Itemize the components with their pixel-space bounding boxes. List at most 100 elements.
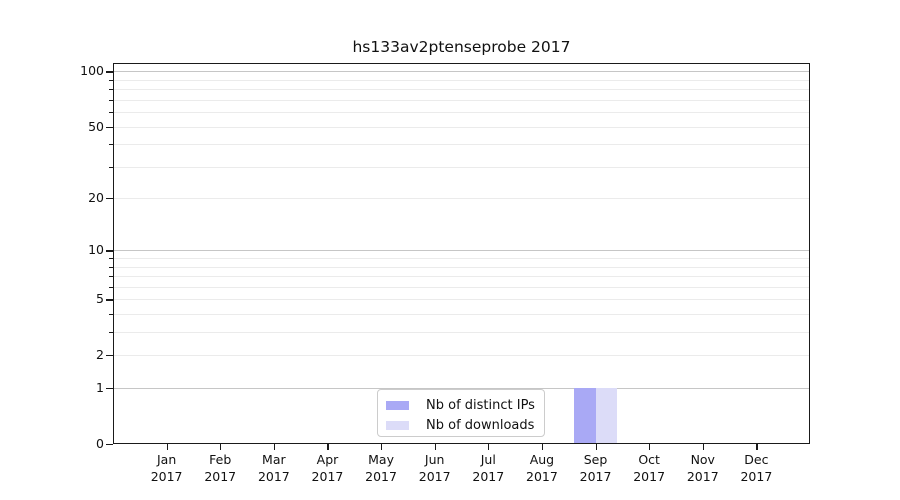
x-tick-year: 2017 — [633, 468, 666, 484]
x-tick-label: Nov 2017 — [671, 452, 735, 485]
x-axis-tick — [649, 444, 651, 450]
y-gridline-minor — [114, 266, 809, 268]
y-gridline — [114, 250, 809, 252]
x-tick-year: 2017 — [365, 468, 397, 484]
y-axis-tick — [106, 198, 113, 200]
y-axis-minor-tick — [109, 79, 113, 81]
y-gridline-minor — [114, 286, 809, 288]
bar-sep-distinct-ips — [574, 388, 596, 444]
y-tick-label: 5 — [96, 291, 104, 307]
x-tick-year: 2017 — [740, 468, 773, 484]
y-tick-label: 2 — [96, 347, 104, 363]
x-tick-month: Aug — [529, 452, 555, 467]
x-tick-year: 2017 — [579, 468, 612, 484]
y-gridline — [114, 299, 809, 301]
y-axis-minor-tick — [109, 258, 113, 260]
y-axis-minor-tick — [109, 276, 113, 278]
legend-label-distinct-ips: Nb of distinct IPs — [426, 397, 535, 413]
y-gridline-minor — [114, 99, 809, 101]
x-tick-label: Jun 2017 — [403, 452, 467, 485]
x-tick-month: Mar — [262, 452, 286, 467]
x-tick-year: 2017 — [311, 468, 344, 484]
x-tick-label: Aug 2017 — [510, 452, 574, 485]
x-tick-year: 2017 — [257, 468, 290, 484]
y-axis-minor-tick — [109, 112, 113, 114]
y-axis-tick — [106, 250, 113, 252]
x-tick-month: Nov — [690, 452, 715, 467]
x-tick-year: 2017 — [150, 468, 183, 484]
x-tick-label: Jul 2017 — [456, 452, 520, 485]
x-axis-tick — [434, 444, 436, 450]
y-axis-minor-tick — [109, 286, 113, 288]
y-axis-minor-tick — [109, 266, 113, 268]
x-axis-tick — [166, 444, 168, 450]
x-tick-month: Jun — [424, 452, 445, 467]
x-tick-label: Apr 2017 — [295, 452, 359, 485]
x-tick-label: Oct 2017 — [617, 452, 681, 485]
y-axis-tick — [106, 126, 113, 128]
y-gridline — [114, 71, 809, 73]
x-tick-year: 2017 — [686, 468, 719, 484]
x-tick-month: Feb — [209, 452, 232, 467]
x-tick-label: Jan 2017 — [135, 452, 199, 485]
x-tick-year: 2017 — [418, 468, 451, 484]
x-tick-label: Dec 2017 — [724, 452, 788, 485]
bar-sep-downloads — [595, 388, 617, 444]
x-axis-tick — [273, 444, 276, 450]
y-gridline — [114, 198, 809, 200]
y-gridline — [114, 126, 809, 128]
legend-swatch-downloads — [386, 420, 409, 430]
y-axis-tick — [106, 71, 113, 73]
x-tick-label: May 2017 — [349, 452, 413, 485]
y-axis-minor-tick — [109, 99, 113, 101]
y-axis-tick — [106, 444, 113, 446]
y-tick-label: 0 — [96, 436, 104, 451]
y-gridline-minor — [114, 276, 809, 278]
x-tick-month: May — [368, 452, 394, 467]
y-gridline-minor — [114, 79, 809, 81]
x-tick-month: Jan — [156, 452, 177, 467]
y-tick-label: 10 — [88, 242, 104, 258]
x-tick-month: Jul — [480, 452, 496, 467]
x-axis-tick — [541, 444, 544, 450]
y-gridline-minor — [114, 89, 809, 91]
y-gridline — [114, 388, 809, 390]
x-tick-year: 2017 — [204, 468, 237, 484]
x-axis-tick — [756, 444, 758, 450]
x-tick-month: Oct — [638, 452, 660, 467]
x-tick-month: Dec — [744, 452, 769, 467]
x-axis-tick — [381, 444, 383, 450]
y-gridline-minor — [114, 112, 809, 114]
y-gridline-minor — [114, 166, 809, 168]
y-axis-minor-tick — [109, 166, 113, 168]
y-axis-minor-tick — [109, 144, 113, 146]
x-tick-label: Sep 2017 — [564, 452, 628, 485]
y-gridline-minor — [114, 258, 809, 260]
x-axis-tick — [595, 444, 597, 450]
y-axis-tick — [106, 388, 113, 390]
y-axis-tick — [106, 299, 113, 301]
legend-entry-distinct-ips: Nb of distinct IPs — [386, 395, 538, 415]
y-gridline — [114, 355, 809, 357]
y-tick-label: 20 — [88, 190, 104, 206]
y-gridline-minor — [114, 332, 809, 334]
y-axis-tick — [106, 355, 113, 357]
legend-label-downloads: Nb of downloads — [426, 417, 535, 433]
legend-entry-downloads: Nb of downloads — [386, 415, 538, 435]
x-tick-year: 2017 — [526, 468, 558, 484]
x-tick-label: Mar 2017 — [242, 452, 306, 485]
y-axis-minor-tick — [109, 89, 113, 91]
x-axis-tick — [327, 444, 329, 450]
axes-frame — [113, 63, 810, 444]
y-tick-label: 1 — [96, 380, 104, 396]
y-tick-label: 100 — [80, 63, 104, 79]
y-axis-minor-tick — [109, 314, 113, 316]
x-tick-year: 2017 — [472, 468, 505, 484]
y-gridline-minor — [114, 314, 809, 316]
chart-title: hs133av2ptenseprobe 2017 — [352, 38, 571, 56]
x-tick-month: Apr — [316, 452, 339, 467]
x-tick-month: Sep — [583, 452, 608, 467]
x-axis-tick — [702, 444, 704, 450]
legend: Nb of distinct IPs Nb of downloads — [377, 389, 545, 437]
